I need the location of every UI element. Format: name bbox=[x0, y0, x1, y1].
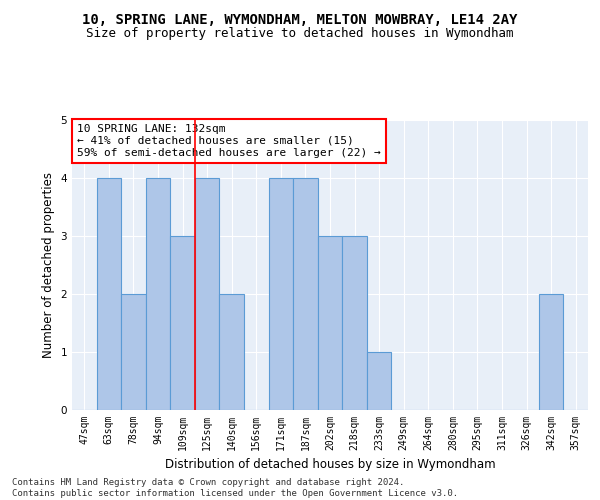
Bar bbox=[121, 294, 146, 410]
Text: 10 SPRING LANE: 132sqm
← 41% of detached houses are smaller (15)
59% of semi-det: 10 SPRING LANE: 132sqm ← 41% of detached… bbox=[77, 124, 381, 158]
Bar bbox=[170, 236, 195, 410]
Bar bbox=[97, 178, 121, 410]
Bar bbox=[269, 178, 293, 410]
Bar bbox=[539, 294, 563, 410]
Text: Contains HM Land Registry data © Crown copyright and database right 2024.
Contai: Contains HM Land Registry data © Crown c… bbox=[12, 478, 458, 498]
Bar bbox=[195, 178, 220, 410]
Y-axis label: Number of detached properties: Number of detached properties bbox=[42, 172, 55, 358]
Bar bbox=[318, 236, 342, 410]
Text: Size of property relative to detached houses in Wymondham: Size of property relative to detached ho… bbox=[86, 28, 514, 40]
Bar bbox=[342, 236, 367, 410]
X-axis label: Distribution of detached houses by size in Wymondham: Distribution of detached houses by size … bbox=[164, 458, 496, 471]
Text: 10, SPRING LANE, WYMONDHAM, MELTON MOWBRAY, LE14 2AY: 10, SPRING LANE, WYMONDHAM, MELTON MOWBR… bbox=[82, 12, 518, 26]
Bar bbox=[146, 178, 170, 410]
Bar bbox=[293, 178, 318, 410]
Bar bbox=[367, 352, 391, 410]
Bar bbox=[220, 294, 244, 410]
